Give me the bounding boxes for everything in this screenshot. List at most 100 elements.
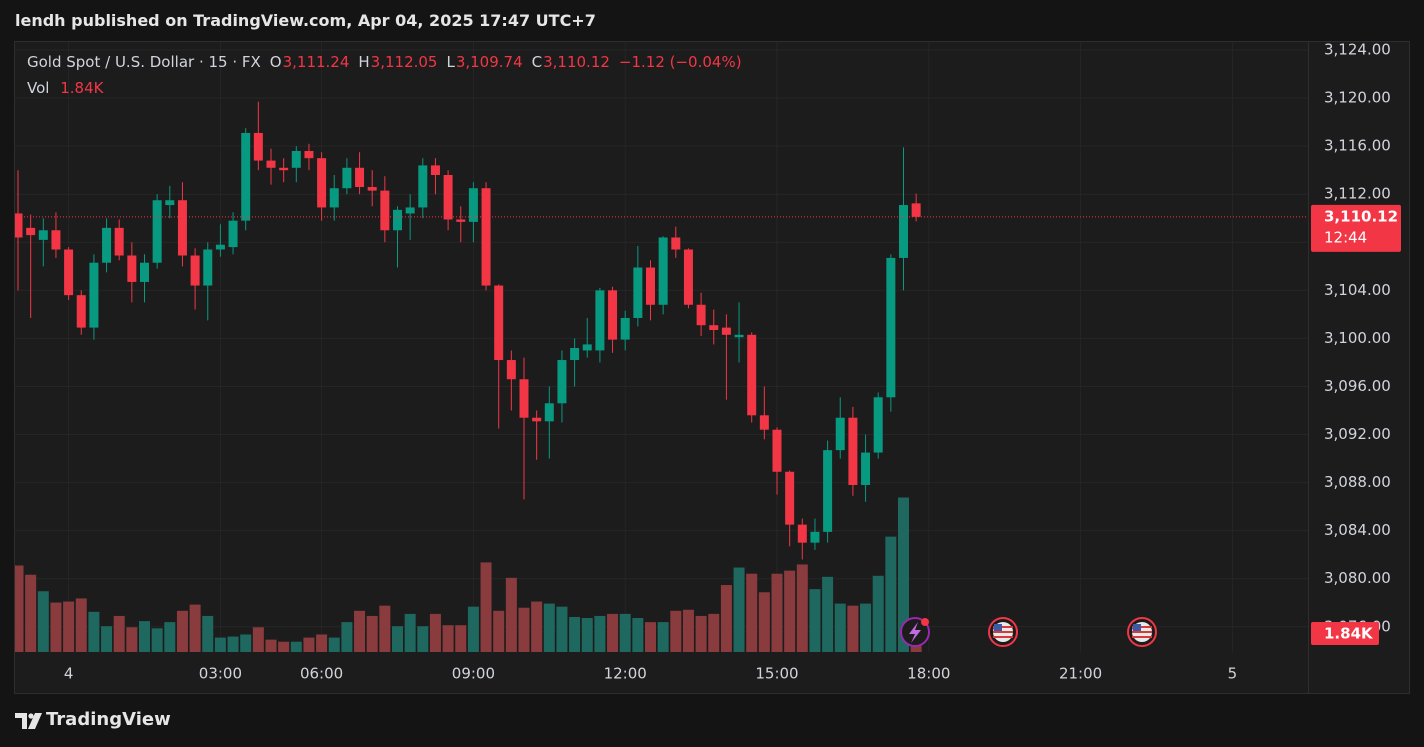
candle-body [481, 188, 491, 286]
candle-body [785, 471, 795, 525]
legend-item: 3,110.12 [543, 53, 610, 71]
candle-body [228, 220, 238, 248]
volume-bar [341, 622, 353, 652]
volume-bar [164, 622, 176, 652]
volume-bar [227, 636, 239, 652]
candle-body [127, 255, 137, 282]
candle-body [89, 262, 99, 328]
volume-bar [581, 618, 593, 652]
candle-body [291, 150, 301, 168]
candle-body [317, 158, 327, 208]
candle-body [253, 132, 263, 161]
volume-bar [518, 607, 530, 652]
chart-frame [14, 41, 1410, 694]
volume-bar [442, 625, 454, 652]
event-icons [900, 617, 1157, 647]
publisher: lendh published on TradingView.com, Apr … [15, 11, 596, 30]
volume-bar [252, 627, 264, 652]
x-tick-label: 12:00 [604, 665, 647, 683]
volume-bar [151, 628, 163, 652]
volume-bar [860, 603, 872, 652]
volume-bar [126, 627, 138, 652]
candle-body [646, 267, 655, 305]
volume-bar [809, 589, 821, 652]
volume-bar [429, 613, 441, 652]
countdown: 12:44 [1324, 228, 1367, 246]
logo [15, 713, 42, 729]
volume-title: Vol [27, 79, 50, 97]
candle-body [279, 167, 289, 171]
volume-bar [455, 625, 467, 652]
candle-body [886, 257, 896, 398]
candle-body [671, 237, 681, 250]
candle-body [456, 219, 466, 222]
volume-bar [214, 637, 226, 652]
volume-bar [733, 567, 745, 652]
flag-canton [1133, 624, 1141, 631]
candle-body [38, 230, 48, 240]
volume-bar [176, 610, 188, 652]
candle-body [721, 327, 731, 335]
y-tick-label: 3,080.00 [1324, 569, 1391, 587]
candle-body [203, 249, 213, 286]
volume-bar [784, 570, 796, 652]
legend-item: 3,112.05 [370, 53, 438, 71]
y-tick-label: 3,100.00 [1324, 329, 1391, 347]
x-tick-label: 09:00 [452, 665, 495, 683]
candle-body [557, 360, 567, 404]
lightning [909, 622, 921, 643]
y-tick-label: 3,084.00 [1324, 521, 1391, 539]
candle-body [430, 165, 440, 176]
candle-body [759, 415, 769, 430]
candle-body [418, 165, 428, 208]
x-tick-label: 5 [1228, 665, 1238, 683]
x-tick-label: 15:00 [755, 665, 798, 683]
volume-bar [25, 574, 37, 652]
legend-item: 3,109.74 [455, 53, 523, 71]
volume-bar [531, 601, 543, 652]
candle-body [823, 450, 833, 532]
candle-body [26, 227, 36, 236]
x-tick-label: 21:00 [1059, 665, 1102, 683]
y-tick-label: 3,124.00 [1324, 41, 1391, 59]
volume-bar [354, 610, 366, 652]
candle-body [772, 429, 782, 472]
legend-item: O [269, 53, 282, 71]
candle-body [15, 213, 23, 238]
volume-bar [569, 616, 581, 652]
volume-bar [543, 603, 555, 652]
candle-body [405, 207, 415, 214]
candle-body [519, 379, 529, 418]
candle-body [709, 325, 719, 330]
volume-bar [885, 536, 897, 652]
volume-bar [240, 634, 252, 652]
x-tick-label: 18:00 [907, 665, 950, 683]
candle-body [544, 403, 554, 422]
volume-bar [88, 611, 100, 652]
y-tick-label: 3,112.00 [1324, 185, 1391, 203]
volume-bar [278, 641, 290, 652]
volume-bar [37, 591, 49, 652]
candle-body [76, 295, 86, 328]
candle-body [329, 188, 339, 208]
x-tick-label: 4 [64, 665, 74, 683]
volume-bar [607, 613, 619, 652]
candle-body [241, 132, 251, 221]
volume-bar [594, 615, 606, 652]
candle-body [506, 360, 516, 380]
volume-bar [139, 621, 150, 652]
logo-mark [15, 713, 27, 729]
volume-label: 1.84K [1324, 625, 1374, 643]
candle-body [861, 452, 871, 485]
legend: Gold Spot / U.S. Dollar · 15 · FX O 3,111… [27, 53, 742, 71]
volume-bar [101, 626, 113, 652]
volume-bar [670, 610, 682, 652]
candle-body [810, 531, 820, 543]
volume-bar [50, 602, 62, 652]
candle-body [393, 209, 402, 231]
volume-bar [645, 622, 656, 652]
legend-item: −1.12 (−0.04%) [618, 53, 742, 71]
volume-bar [366, 615, 378, 652]
candle-body [177, 200, 187, 256]
